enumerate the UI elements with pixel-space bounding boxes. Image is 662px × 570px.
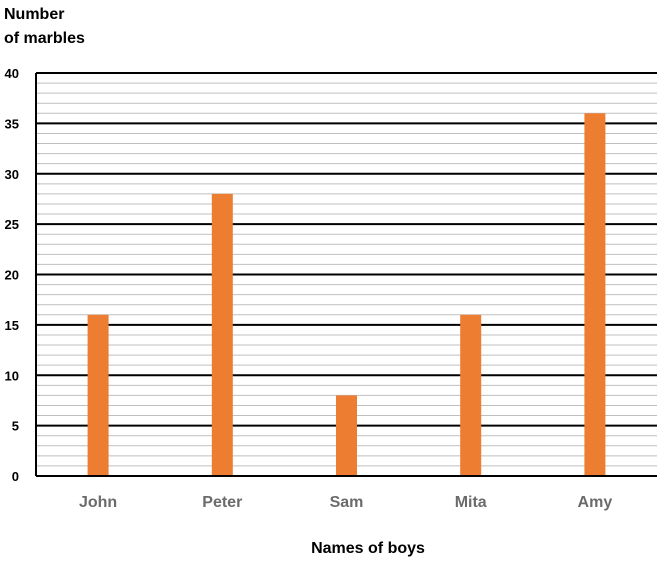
bar — [584, 113, 606, 477]
gridlines — [36, 72, 657, 467]
y-tick-label: 5 — [12, 419, 19, 434]
bar — [87, 314, 109, 476]
y-tick-label: 30 — [5, 167, 19, 182]
y-tick-label: 0 — [12, 469, 19, 484]
y-tick-label: 15 — [5, 318, 19, 333]
y-tick-label: 20 — [5, 268, 19, 283]
category-label: Sam — [330, 494, 364, 511]
bars — [87, 113, 606, 477]
y-tick-label: 40 — [5, 66, 19, 81]
y-axis-label-line-2: of marbles — [4, 30, 85, 47]
category-label: Peter — [202, 494, 242, 511]
category-label: John — [79, 494, 117, 511]
y-tick-labels: 0 5 10 15 20 25 30 35 40 — [5, 66, 19, 484]
y-tick-label: 35 — [5, 116, 19, 131]
category-label: Mita — [455, 494, 487, 511]
bar — [336, 395, 357, 476]
category-labels: John Peter Sam Mita Amy — [79, 494, 612, 511]
bar — [460, 314, 482, 476]
x-axis-label: Names of boys — [311, 540, 425, 557]
y-tick-label: 25 — [5, 217, 19, 232]
bar — [211, 193, 233, 476]
y-axis-label-line-1: Number — [4, 6, 64, 23]
y-tick-label: 10 — [5, 368, 19, 383]
category-label: Amy — [578, 494, 613, 511]
